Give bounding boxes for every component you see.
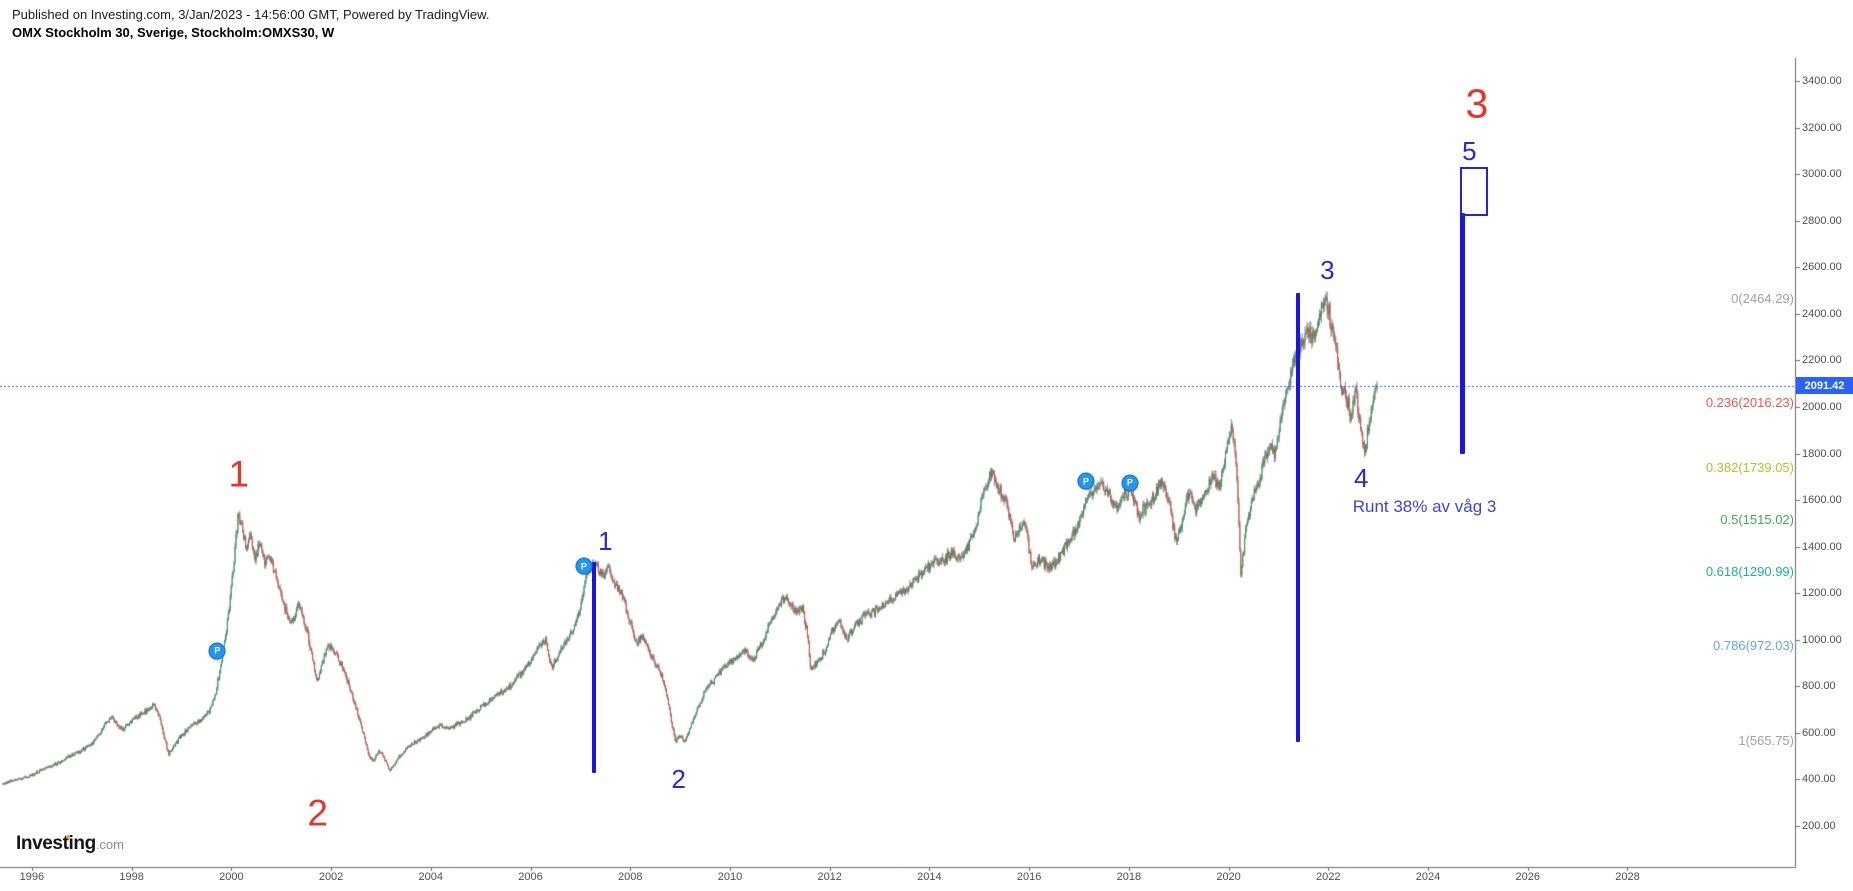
p-event-marker[interactable]: P — [1121, 474, 1139, 492]
fib-level-label: 0.618(1290.99) — [1705, 564, 1794, 580]
wave-count-label: 1 — [598, 525, 613, 556]
price-tick-label: 2600.00 — [1802, 261, 1842, 274]
fib-level-label: 0.786(972.03) — [1713, 638, 1794, 654]
year-tick-label: 2024 — [1415, 871, 1441, 883]
price-tick-label: 800.00 — [1802, 680, 1836, 693]
fib-level-label: 0.5(1515.02) — [1720, 511, 1794, 527]
fib-level-label: 0(2464.29) — [1731, 290, 1794, 306]
investing-watermark-logo: Investing.com — [16, 833, 124, 855]
investing-logo-orange-dot-icon — [66, 835, 70, 839]
price-tick-label: 600.00 — [1802, 726, 1836, 739]
price-tick-label: 3000.00 — [1802, 168, 1842, 181]
price-tick-label: 3400.00 — [1802, 74, 1842, 87]
year-tick-label: 1996 — [19, 871, 45, 883]
investing-logo-text: Investing — [16, 833, 96, 854]
year-tick-label: 2026 — [1515, 871, 1540, 883]
year-tick-label: 2004 — [418, 871, 444, 883]
year-tick-label: 2012 — [817, 871, 842, 883]
year-tick-label: 2006 — [518, 871, 543, 883]
symbol-title: OMX Stockholm 30, Sverige, Stockholm:OMX… — [12, 25, 335, 40]
year-tick-label: 2016 — [1016, 871, 1042, 883]
wave-note-text: Runt 38% av våg 3 — [1352, 496, 1497, 516]
p-event-marker[interactable]: P — [1077, 472, 1095, 490]
year-tick-label: 2018 — [1116, 871, 1142, 883]
p-event-marker[interactable]: P — [208, 642, 226, 660]
wave-count-label: 1 — [228, 453, 250, 495]
year-tick-label: 2028 — [1615, 871, 1640, 883]
measure-line — [592, 562, 597, 773]
wave-count-label: 3 — [1320, 254, 1335, 285]
fib-level-label: 1(565.75) — [1738, 732, 1794, 748]
wave-count-label: 3 — [1465, 80, 1489, 127]
price-tick-label: 1400.00 — [1802, 540, 1842, 553]
price-tick-label: 1800.00 — [1802, 447, 1842, 460]
published-line: Published on Investing.com, 3/Jan/2023 -… — [12, 7, 490, 22]
wave5-projection-box — [1460, 167, 1488, 216]
price-tick-label: 200.00 — [1802, 820, 1836, 833]
measure-line — [1460, 213, 1466, 454]
price-tick-label: 1200.00 — [1802, 587, 1842, 600]
last-price-badge: 2091.42 — [1796, 377, 1853, 395]
year-tick-label: 2022 — [1316, 871, 1341, 883]
price-tick-label: 2400.00 — [1802, 307, 1842, 320]
wave-count-label: 2 — [671, 764, 686, 795]
price-tick-label: 2800.00 — [1802, 214, 1842, 227]
year-tick-label: 2010 — [717, 871, 743, 883]
year-tick-label: 2020 — [1216, 871, 1241, 883]
wave-count-label: 2 — [307, 792, 328, 834]
year-tick-label: 2008 — [617, 871, 643, 883]
price-tick-label: 3200.00 — [1802, 121, 1842, 134]
wave-count-label: 5 — [1462, 135, 1477, 166]
price-tick-label: 2000.00 — [1802, 400, 1842, 413]
wave-count-label: 4 — [1353, 462, 1369, 493]
fib-level-label: 0.382(1739.05) — [1705, 459, 1794, 475]
price-tick-label: 1600.00 — [1802, 494, 1842, 507]
measure-line — [1296, 293, 1301, 742]
year-tick-label: 2000 — [219, 871, 244, 883]
investing-logo-suffix: .com — [95, 837, 124, 852]
year-tick-label: 2002 — [318, 871, 344, 883]
p-event-marker[interactable]: P — [575, 557, 593, 575]
price-tick-label: 400.00 — [1802, 773, 1836, 786]
year-tick-label: 2014 — [917, 871, 942, 883]
price-tick-label: 2200.00 — [1802, 354, 1842, 367]
year-tick-label: 1998 — [119, 871, 144, 883]
fib-level-label: 0.236(2016.23) — [1705, 395, 1794, 411]
price-tick-label: 1000.00 — [1802, 633, 1842, 646]
